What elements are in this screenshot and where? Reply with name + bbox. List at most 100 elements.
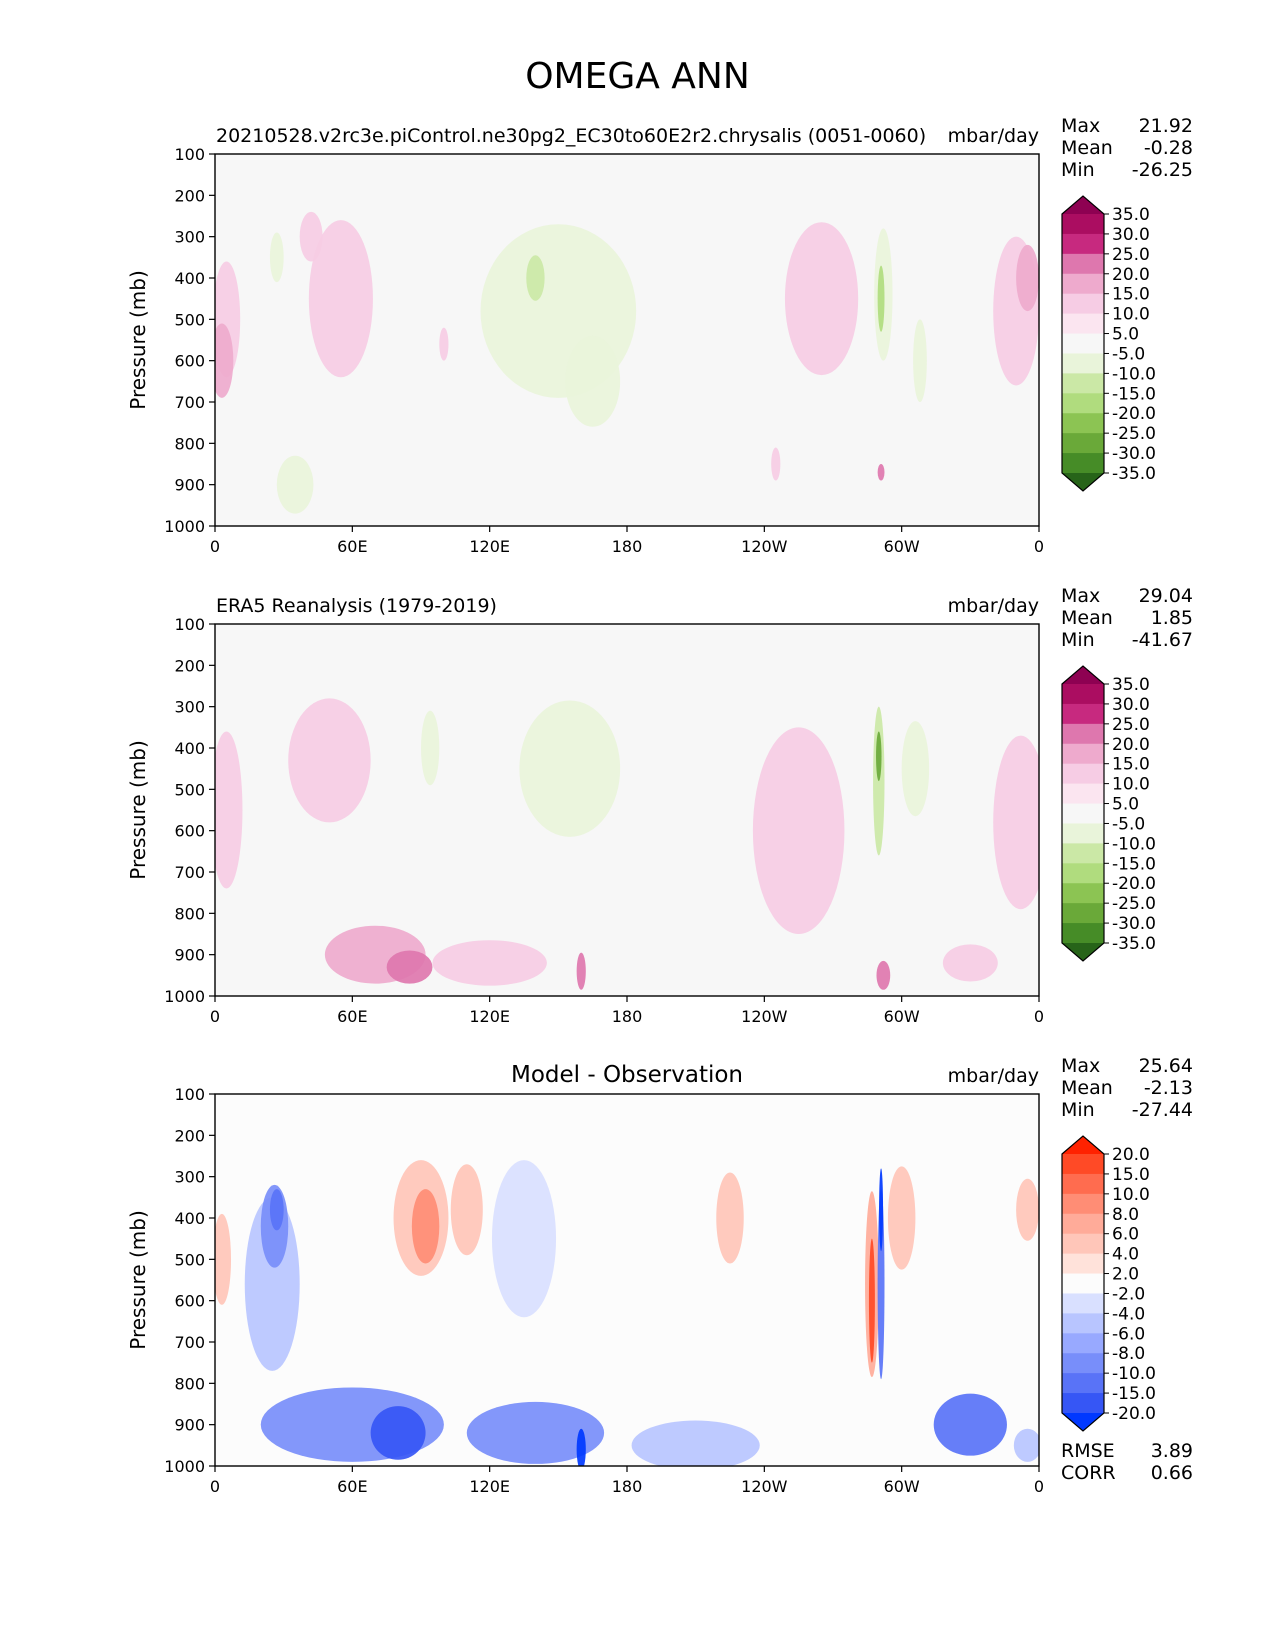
stat-value: 3.89 (1150, 1440, 1193, 1462)
colorbar-tick-label: 30.0 (1112, 225, 1150, 245)
stat-row: Max 29.04 (1061, 585, 1193, 607)
colorbar-tick-label: 10.0 (1112, 305, 1150, 325)
colorbar-swatch (1062, 1313, 1104, 1334)
stat-row: Min -26.25 (1061, 159, 1193, 181)
panel-title-center: Model - Observation (511, 1062, 743, 1088)
contour-region (386, 950, 433, 984)
colorbar-swatch (1062, 923, 1104, 944)
y-tick-label: 1000 (164, 517, 205, 536)
colorbar-tick-label: -6.0 (1112, 1324, 1145, 1344)
contour-region (877, 265, 885, 332)
x-tick-label: 180 (612, 1007, 643, 1026)
contour-region (876, 960, 891, 990)
contour-region (901, 721, 930, 817)
y-tick-label: 1000 (164, 987, 205, 1006)
y-tick-label: 600 (174, 1292, 205, 1311)
panel-3-stats: Max 25.64 Mean -2.13 Min -27.44 (1061, 1055, 1193, 1121)
contour-region (631, 1420, 760, 1466)
stat-label: Max (1061, 1055, 1101, 1077)
contour-region (288, 698, 371, 823)
colorbar-tick-label: -5.0 (1112, 814, 1145, 834)
y-tick-label: 500 (174, 780, 205, 799)
y-tick-label: 400 (174, 269, 205, 288)
colorbar-swatch (1062, 393, 1104, 414)
colorbar-tick-label: -20.0 (1112, 1404, 1156, 1424)
colorbar-tick-label: -30.0 (1112, 914, 1156, 934)
contour-region (411, 1189, 440, 1264)
y-tick-label: 900 (174, 946, 205, 965)
colorbar-tick-label: 5.0 (1112, 795, 1139, 815)
colorbar-tick-label: 10.0 (1112, 775, 1150, 795)
colorbar-tick-label: 25.0 (1112, 245, 1150, 265)
colorbar-swatch (1062, 353, 1104, 374)
contour-region (942, 944, 998, 982)
colorbar-tick-label: 30.0 (1112, 695, 1150, 715)
stat-value: -41.67 (1131, 629, 1193, 651)
y-tick-label: 100 (174, 1085, 205, 1104)
contour-region (491, 1160, 557, 1318)
stat-value: -27.44 (1131, 1099, 1193, 1121)
stat-row: Max 25.64 (1061, 1055, 1193, 1077)
colorbar-swatch (1062, 333, 1104, 354)
stat-row: Min -41.67 (1061, 629, 1193, 651)
colorbar-swatch (1062, 1393, 1104, 1414)
x-tick-label: 180 (612, 537, 643, 556)
stat-row: Max 21.92 (1061, 115, 1193, 137)
colorbar-tick-label: -10.0 (1112, 834, 1156, 854)
y-tick-label: 200 (174, 1126, 205, 1145)
colorbar-swatch (1062, 863, 1104, 884)
y-tick-label: 400 (174, 1209, 205, 1228)
x-tick-label: 120W (741, 1007, 788, 1026)
colorbar-swatch (1062, 763, 1104, 785)
y-axis-label: Pressure (mb) (126, 1210, 150, 1350)
colorbar-swatch (1062, 803, 1104, 824)
colorbar-tick-label: 5.0 (1112, 325, 1139, 345)
colorbar-tick-label: -10.0 (1112, 364, 1156, 384)
stat-label: CORR (1061, 1462, 1116, 1484)
y-tick-label: 600 (174, 352, 205, 371)
colorbar-tick-label: 15.0 (1112, 1165, 1150, 1185)
stat-row: Mean 1.85 (1061, 607, 1193, 629)
contour-region (879, 1168, 884, 1252)
colorbar-swatch (1062, 823, 1104, 844)
colorbar-swatch (1062, 903, 1104, 924)
contour-region (752, 727, 845, 935)
contour-fill-layer (215, 211, 1039, 514)
colorbar-tick-label: 2.0 (1112, 1265, 1139, 1285)
colorbar-tick-label: -35.0 (1112, 464, 1156, 484)
colorbar-swatch (1062, 843, 1104, 864)
colorbar-tick-label: -20.0 (1112, 874, 1156, 894)
y-tick-label: 200 (174, 186, 205, 205)
contour-region (215, 323, 234, 398)
panel-3: 100 200 300 400 500 600 700 800 900 1000 0 60E 120E 1… (126, 1062, 1156, 1496)
colorbar-extend-min (1062, 1413, 1104, 1431)
y-tick-label: 800 (174, 904, 205, 923)
x-tick-label: 0 (1034, 537, 1044, 556)
stat-label: Min (1061, 629, 1095, 651)
contour-region (716, 1172, 744, 1264)
y-tick-label: 300 (174, 698, 205, 717)
colorbar-tick-label: 4.0 (1112, 1245, 1139, 1265)
x-tick-label: 60E (337, 1477, 367, 1496)
colorbar-extend-max (1062, 196, 1104, 214)
y-tick-label: 1000 (164, 1457, 205, 1476)
contour-region (269, 232, 284, 283)
stat-value: -2.13 (1143, 1077, 1193, 1099)
colorbar-swatch (1062, 703, 1104, 725)
colorbar-swatch (1062, 883, 1104, 904)
x-tick-label: 120W (741, 537, 788, 556)
colorbar-tick-label: 35.0 (1112, 675, 1150, 695)
x-tick-label: 60W (884, 1007, 920, 1026)
x-tick-label: 0 (210, 1007, 220, 1026)
contour-region (519, 700, 621, 837)
colorbar-tick-label: 20.0 (1112, 1145, 1150, 1165)
x-tick-label: 60E (337, 1007, 367, 1026)
y-tick-label: 800 (174, 434, 205, 453)
x-tick-label: 60E (337, 537, 367, 556)
x-tick-label: 0 (1034, 1007, 1044, 1026)
panel-3-error-stats: RMSE 3.89 CORR 0.66 (1061, 1440, 1193, 1484)
contour-region (877, 464, 885, 481)
stat-label: Max (1061, 585, 1101, 607)
colorbar-swatch (1062, 233, 1104, 255)
x-tick-label: 180 (612, 1477, 643, 1496)
